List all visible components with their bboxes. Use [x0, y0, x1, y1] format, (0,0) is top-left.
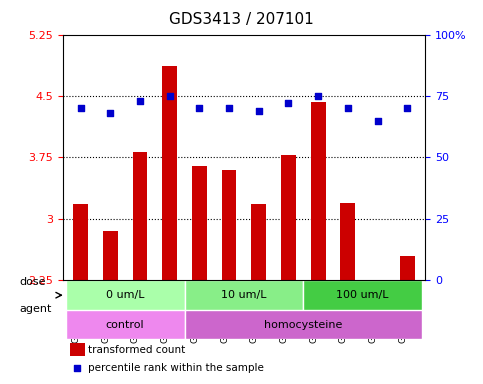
Bar — [70, 343, 85, 356]
Text: transformed count: transformed count — [88, 345, 185, 355]
Bar — [73, 204, 88, 280]
FancyBboxPatch shape — [66, 310, 185, 339]
FancyBboxPatch shape — [185, 280, 303, 310]
Bar — [251, 204, 266, 280]
Text: homocysteine: homocysteine — [264, 320, 342, 330]
FancyBboxPatch shape — [66, 280, 185, 310]
Text: 100 um/L: 100 um/L — [337, 290, 389, 300]
Point — [372, 281, 380, 287]
Bar — [162, 66, 177, 280]
Point — [284, 100, 292, 106]
Text: agent: agent — [19, 304, 52, 314]
Point — [106, 110, 114, 116]
Bar — [341, 203, 355, 280]
Bar — [281, 155, 296, 280]
Text: dose: dose — [19, 277, 46, 287]
Point — [136, 98, 144, 104]
Point — [403, 105, 411, 111]
Bar — [103, 231, 118, 280]
Bar — [400, 256, 414, 280]
Bar — [370, 280, 385, 283]
FancyBboxPatch shape — [185, 310, 422, 339]
Point — [196, 105, 203, 111]
Text: 0 um/L: 0 um/L — [106, 290, 144, 300]
Point — [166, 93, 173, 99]
Text: GDS3413 / 207101: GDS3413 / 207101 — [169, 12, 314, 27]
Point — [77, 105, 85, 111]
Point — [255, 108, 263, 114]
Bar — [192, 166, 207, 280]
Bar — [222, 170, 237, 280]
Point — [225, 105, 233, 111]
Point — [314, 93, 322, 99]
Text: control: control — [106, 320, 144, 330]
Text: 10 um/L: 10 um/L — [221, 290, 267, 300]
Point — [374, 118, 382, 124]
Text: percentile rank within the sample: percentile rank within the sample — [88, 363, 264, 373]
Point — [344, 105, 352, 111]
Bar — [311, 102, 326, 280]
FancyBboxPatch shape — [303, 280, 422, 310]
Bar — [132, 152, 147, 280]
